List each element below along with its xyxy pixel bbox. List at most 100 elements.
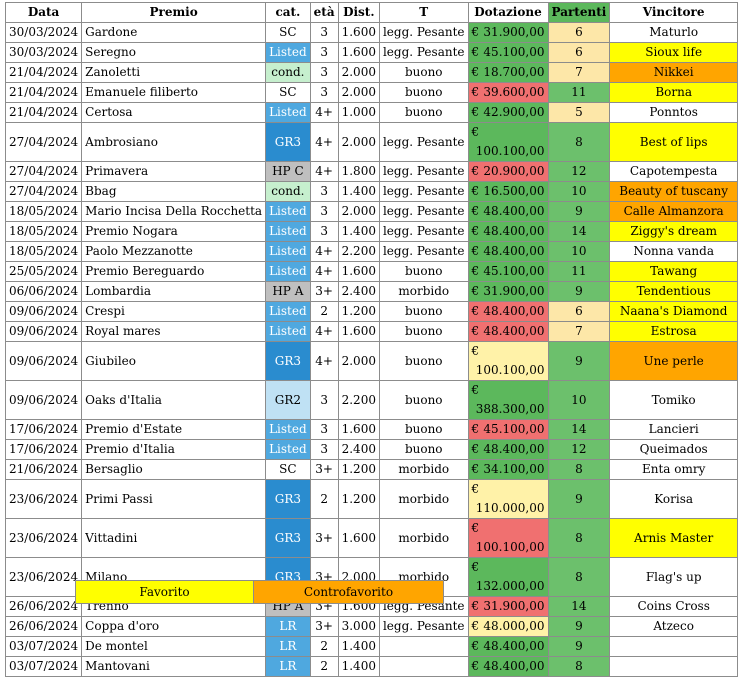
cell-partenti: 14 bbox=[547, 596, 611, 617]
cell-dist: 2.000 bbox=[337, 122, 380, 162]
dotazione-amount: 39.600,00 bbox=[483, 85, 545, 99]
cell-partenti: 11 bbox=[547, 82, 611, 103]
cell-t: buono bbox=[378, 419, 469, 440]
cell-dotazione: €48.400,00 bbox=[467, 301, 549, 322]
cell-eta: 3+ bbox=[309, 281, 339, 302]
cell-dist: 1.800 bbox=[337, 161, 380, 182]
cell-partenti: 8 bbox=[547, 518, 611, 558]
cell-data: 25/05/2024 bbox=[4, 261, 83, 282]
cell-cat: HP A bbox=[265, 281, 311, 302]
cell-eta: 3+ bbox=[309, 459, 339, 480]
cell-premio: Premio d'Estate bbox=[81, 419, 267, 440]
dotazione-amount: 100.100,00 bbox=[475, 144, 545, 158]
table-row: 09/06/2024 Crespi Listed 2 1.200 buono €48.400… bbox=[4, 301, 738, 322]
cell-eta: 3 bbox=[309, 419, 339, 440]
cell-dist: 1.600 bbox=[337, 42, 380, 63]
cell-t: buono bbox=[378, 82, 469, 103]
cell-t: legg. Pesante bbox=[378, 122, 469, 162]
cell-partenti: 6 bbox=[547, 301, 611, 322]
currency-symbol: € bbox=[471, 184, 480, 198]
cell-t: legg. Pesante bbox=[378, 221, 469, 242]
dotazione-amount: 48.400,00 bbox=[483, 224, 545, 238]
cell-partenti: 8 bbox=[547, 459, 611, 480]
cell-premio: Emanuele filiberto bbox=[81, 82, 267, 103]
cell-t: legg. Pesante bbox=[378, 241, 469, 262]
cell-vincitore: Maturlo bbox=[609, 22, 738, 43]
cell-t: buono bbox=[378, 62, 469, 83]
currency-symbol: € bbox=[471, 105, 480, 119]
cell-cat: Listed bbox=[265, 241, 311, 262]
cell-eta: 3+ bbox=[309, 518, 339, 558]
table-row: 21/04/2024 Certosa Listed 4+ 1.000 buono €42.9… bbox=[4, 102, 738, 123]
cell-vincitore: Naana's Diamond bbox=[609, 301, 738, 322]
table-row: 27/04/2024 Bbag cond. 3 1.400 legg. Pesante €1… bbox=[4, 181, 738, 202]
table-row: 30/03/2024 Seregno Listed 3 1.600 legg. Pesan… bbox=[4, 42, 738, 63]
cell-eta: 4+ bbox=[309, 161, 339, 182]
dotazione-amount: 18.700,00 bbox=[483, 65, 545, 79]
cell-dotazione: €31.900,00 bbox=[467, 22, 549, 43]
cell-dist: 1.600 bbox=[337, 22, 380, 43]
cell-data: 09/06/2024 bbox=[4, 301, 83, 322]
dotazione-amount: 31.900,00 bbox=[483, 284, 545, 298]
cell-eta: 4+ bbox=[309, 341, 339, 381]
cell-vincitore: Capotempesta bbox=[609, 161, 738, 182]
cell-data: 21/04/2024 bbox=[4, 82, 83, 103]
cell-eta: 4+ bbox=[309, 122, 339, 162]
table-row: 26/06/2024 Coppa d'oro LR 3+ 3.000 legg. Pesa… bbox=[4, 616, 738, 637]
cell-vincitore bbox=[609, 636, 738, 657]
cell-dotazione: €42.900,00 bbox=[467, 102, 549, 123]
dotazione-amount: 48.000,00 bbox=[483, 619, 545, 633]
cell-vincitore: Coins Cross bbox=[609, 596, 738, 617]
cell-vincitore: Atzeco bbox=[609, 616, 738, 637]
cell-partenti: 5 bbox=[547, 102, 611, 123]
cell-t: legg. Pesante bbox=[378, 201, 469, 222]
cell-vincitore: Arnis Master bbox=[609, 518, 738, 558]
cell-data: 18/05/2024 bbox=[4, 241, 83, 262]
cell-dist: 2.400 bbox=[337, 439, 380, 460]
cell-dotazione: €20.900,00 bbox=[467, 161, 549, 182]
table-row: 09/06/2024 Oaks d'Italia GR2 3 2.200 buono €38… bbox=[4, 380, 738, 420]
cell-cat: GR3 bbox=[265, 518, 311, 558]
cell-eta: 3 bbox=[309, 62, 339, 83]
cell-premio: Oaks d'Italia bbox=[81, 380, 267, 420]
cell-data: 27/04/2024 bbox=[4, 161, 83, 182]
cell-dist: 2.000 bbox=[337, 341, 380, 381]
cell-eta: 3 bbox=[309, 201, 339, 222]
cell-vincitore: Nikkei bbox=[609, 62, 738, 83]
header-premio: Premio bbox=[81, 2, 267, 23]
cell-cat: LR bbox=[265, 656, 311, 677]
cell-t: legg. Pesante bbox=[378, 181, 469, 202]
cell-eta: 3 bbox=[309, 82, 339, 103]
cell-dotazione: €48.400,00 bbox=[467, 241, 549, 262]
table-row: 03/07/2024 De montel LR 2 1.400 €48.400,00 9 bbox=[4, 636, 738, 657]
cell-dist: 2.000 bbox=[337, 62, 380, 83]
cell-eta: 3 bbox=[309, 221, 339, 242]
dotazione-amount: 34.100,00 bbox=[483, 462, 545, 476]
cell-dotazione: €45.100,00 bbox=[467, 419, 549, 440]
cell-dotazione: €48.400,00 bbox=[467, 221, 549, 242]
cell-t: morbido bbox=[378, 281, 469, 302]
cell-t: legg. Pesante bbox=[378, 161, 469, 182]
cell-data: 23/06/2024 bbox=[4, 479, 83, 519]
dotazione-amount: 16.500,00 bbox=[483, 184, 545, 198]
cell-dist: 2.400 bbox=[337, 281, 380, 302]
cell-vincitore: Tendentious bbox=[609, 281, 738, 302]
cell-cat: SC bbox=[265, 459, 311, 480]
cell-premio: Crespi bbox=[81, 301, 267, 322]
cell-premio: Mario Incisa Della Rocchetta bbox=[81, 201, 267, 222]
cell-partenti: 10 bbox=[547, 181, 611, 202]
cell-dist: 1.400 bbox=[337, 656, 380, 677]
cell-premio: Ambrosiano bbox=[81, 122, 267, 162]
currency-symbol: € bbox=[471, 204, 480, 218]
dotazione-amount: 48.400,00 bbox=[483, 304, 545, 318]
table-row: 18/05/2024 Mario Incisa Della Rocchetta Li… bbox=[4, 201, 738, 222]
cell-dotazione: €48.400,00 bbox=[467, 321, 549, 342]
cell-t: legg. Pesante bbox=[378, 616, 469, 637]
cell-partenti: 9 bbox=[547, 201, 611, 222]
cell-vincitore: Une perle bbox=[609, 341, 738, 381]
cell-dist: 1.600 bbox=[337, 518, 380, 558]
currency-symbol: € bbox=[471, 304, 480, 318]
cell-partenti: 10 bbox=[547, 241, 611, 262]
table-row: 17/06/2024 Premio d'Italia Listed 3 2.400 buo… bbox=[4, 439, 738, 460]
currency-symbol: € bbox=[471, 521, 480, 535]
